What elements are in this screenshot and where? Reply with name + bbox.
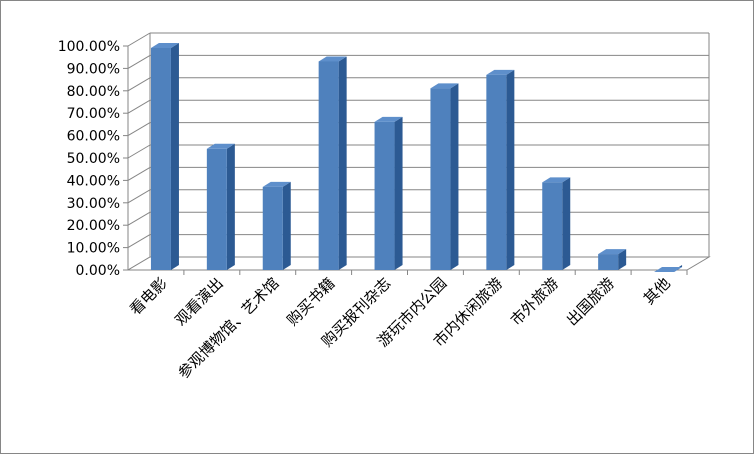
bar-side (282, 181, 291, 270)
y-tick-label: 30.00% (67, 196, 120, 212)
bar-top (598, 249, 627, 255)
bar-front (430, 88, 451, 270)
x-category-label: 出国旅游 (563, 274, 618, 329)
bar (430, 83, 459, 270)
y-tick-label: 0.00% (76, 263, 120, 279)
x-category-label: 市外旅游 (507, 274, 562, 329)
gridline-side (127, 122, 151, 137)
bar-top (374, 116, 403, 122)
bar-side (450, 83, 459, 270)
gridline-side (127, 32, 151, 47)
bar (542, 177, 571, 270)
x-category-label: 其他 (640, 274, 674, 308)
bar (654, 265, 683, 272)
gridline-side (127, 189, 151, 204)
bar (598, 249, 627, 270)
gridline-side (127, 234, 151, 249)
gridline-side (127, 144, 151, 159)
bar (262, 181, 291, 270)
gridline-side (127, 54, 151, 69)
bar-front (486, 74, 507, 270)
bar-top (542, 177, 571, 183)
bar-top (654, 267, 683, 272)
bar-top (262, 181, 291, 187)
bar-front (598, 254, 619, 270)
bar-top (430, 83, 459, 89)
gridline-side (127, 166, 151, 181)
bar (206, 143, 235, 270)
bar-top (206, 143, 235, 149)
x-category-label: 看电影 (126, 274, 171, 319)
y-tick-label: 90.00% (67, 61, 120, 77)
bar-side (170, 43, 179, 270)
bar-top (318, 56, 347, 62)
y-tick-label: 80.00% (67, 84, 120, 100)
bar-side (562, 177, 571, 270)
bar-front (374, 121, 395, 270)
bar-side (338, 56, 347, 270)
bar (318, 56, 347, 270)
x-category-label: 观看演出 (172, 274, 227, 329)
y-tick-label: 20.00% (67, 218, 120, 234)
bar-front (318, 61, 339, 270)
bar (374, 116, 403, 270)
bar-side (618, 249, 627, 270)
y-tick-label: 10.00% (67, 241, 120, 257)
y-tick-labels: 0.00% 10.00% 20.00% 30.00% 40.00% 50.00% 60.00… (58, 39, 120, 279)
bar-side (506, 69, 515, 270)
gridlines (127, 32, 709, 271)
bar (150, 43, 179, 270)
x-category-label: 参观博物馆、艺术馆 (174, 274, 282, 382)
gridline-side (127, 77, 151, 92)
gridline-side (127, 211, 151, 226)
y-tick-label: 100.00% (58, 39, 120, 55)
y-tick-label: 70.00% (67, 106, 120, 122)
y-tick-label: 50.00% (67, 151, 120, 167)
y-tick-label: 40.00% (67, 173, 120, 189)
bars (150, 43, 683, 272)
gridline-side (127, 99, 151, 114)
bar-top (150, 43, 179, 48)
y-tick-label: 60.00% (67, 129, 120, 145)
bar-front (262, 186, 283, 270)
bar-front (150, 48, 171, 270)
bar-side (226, 143, 235, 270)
x-category-label: 购买书籍 (283, 274, 338, 329)
bar (486, 69, 515, 270)
bar-front (542, 182, 563, 270)
bar-side (394, 116, 403, 270)
bar-front (206, 148, 227, 270)
bar-top (486, 69, 515, 75)
